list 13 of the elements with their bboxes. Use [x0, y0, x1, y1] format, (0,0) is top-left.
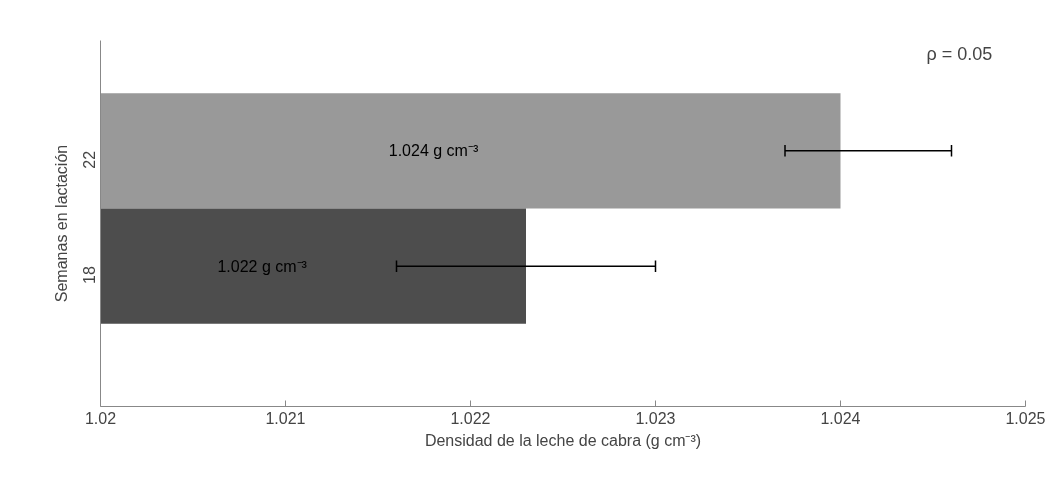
data-label: 1.024 g cm⁻³ [388, 142, 479, 160]
data-label: 1.022 g cm⁻³ [217, 257, 308, 275]
x-tick-label: 1.025 [1005, 409, 1046, 427]
x-tick-label: 1.021 [265, 409, 306, 427]
annotation: ρ = 0.05 [926, 44, 993, 65]
x-axis-title: Densidad de la leche de cabra (g cm⁻³) [424, 431, 702, 449]
x-tick-label: 1.02 [84, 409, 117, 427]
x-tick-label: 1.022 [450, 409, 491, 427]
y-tick-label: 18 [81, 266, 99, 284]
y-tick-label: 22 [81, 150, 99, 169]
x-tick-label: 1.023 [635, 409, 676, 427]
x-tick-label: 1.024 [820, 409, 861, 427]
y-axis-title: Semanas en lactación [52, 144, 70, 303]
